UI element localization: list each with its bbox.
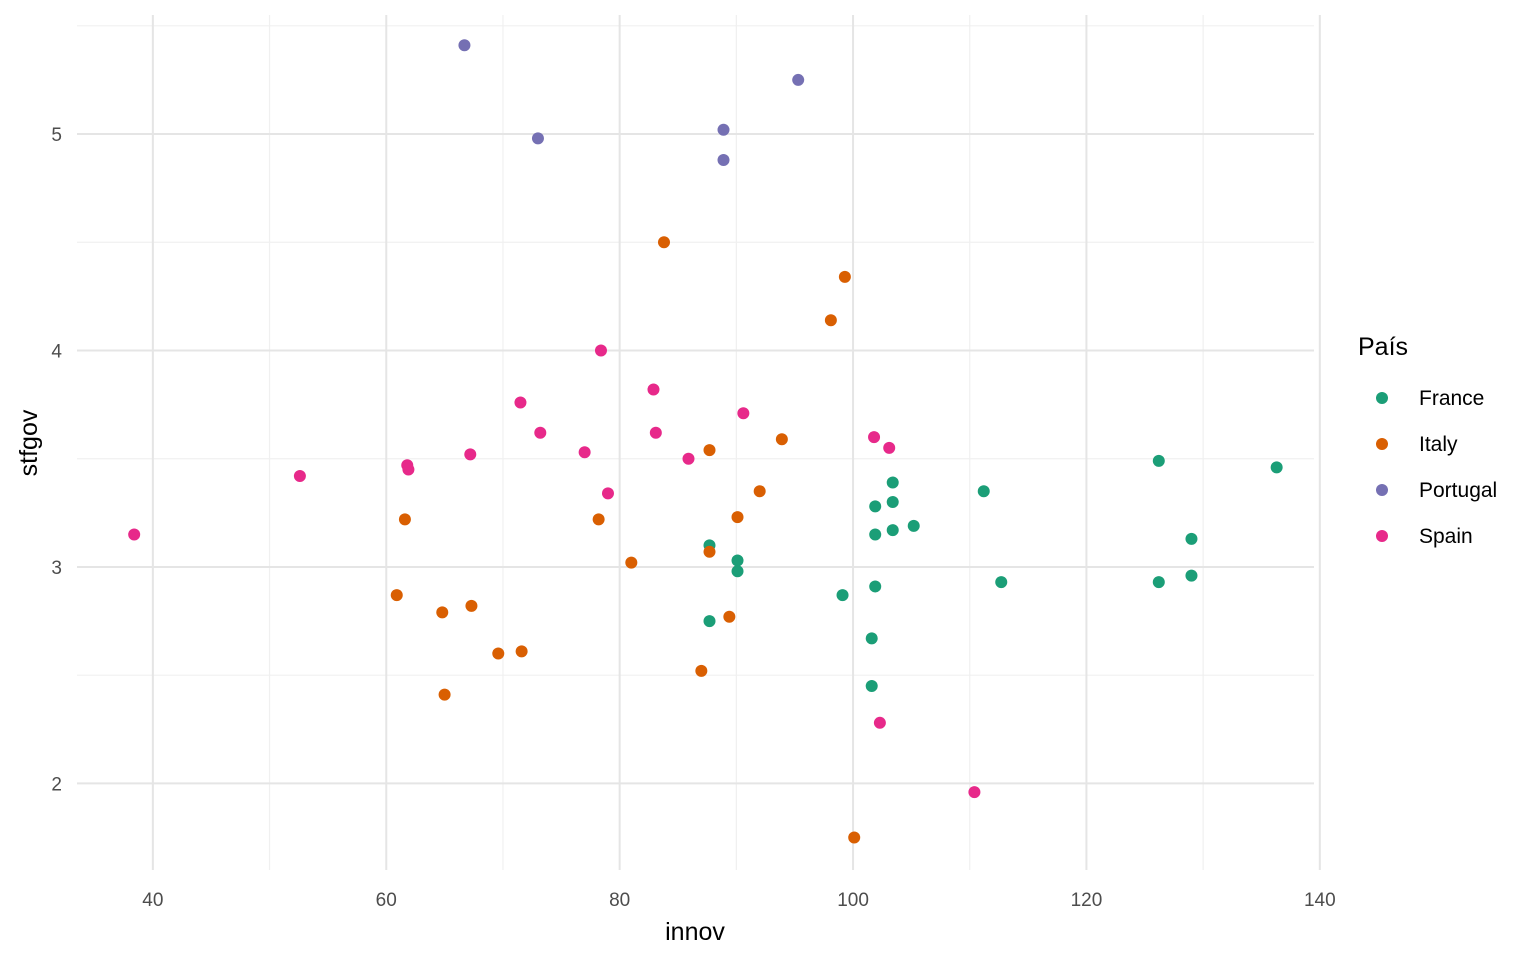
point-france (869, 528, 882, 541)
point-spain (594, 344, 607, 357)
point-france (731, 565, 744, 578)
point-spain (968, 786, 981, 799)
point-france (869, 580, 882, 593)
y-axis-tick-labels: 2 3 4 5 (51, 125, 62, 795)
point-france (865, 632, 878, 645)
point-spain (873, 716, 886, 729)
y-tick-label: 3 (51, 558, 62, 579)
point-france (977, 485, 990, 498)
point-spain (293, 470, 306, 483)
y-axis-title: stfgov (15, 409, 43, 476)
point-italy (625, 556, 638, 569)
x-tick-label: 80 (609, 890, 630, 911)
point-spain (647, 383, 660, 396)
point-portugal (717, 154, 730, 167)
data-points (128, 39, 1283, 844)
point-italy (465, 599, 478, 612)
y-tick-label: 2 (51, 774, 62, 795)
point-italy (703, 545, 716, 558)
point-spain (578, 446, 591, 459)
point-portugal (717, 123, 730, 136)
legend-key-spain (1376, 530, 1388, 542)
point-spain (737, 407, 750, 420)
point-italy (592, 513, 605, 526)
point-italy (723, 610, 736, 623)
minor-gridlines (77, 15, 1314, 870)
legend: País France Italy Portugal Spain (1358, 333, 1497, 548)
point-france (1270, 461, 1283, 474)
point-france (865, 680, 878, 693)
legend-label-portugal: Portugal (1419, 479, 1497, 502)
point-italy (731, 511, 744, 524)
y-tick-label: 5 (51, 125, 62, 146)
point-france (886, 476, 899, 489)
point-italy (438, 688, 451, 701)
y-tick-label: 4 (51, 342, 62, 363)
point-france (886, 524, 899, 537)
point-italy (824, 314, 837, 327)
x-tick-label: 100 (837, 890, 869, 911)
point-spain (464, 448, 477, 461)
point-france (907, 519, 920, 532)
point-france (731, 554, 744, 567)
point-spain (649, 426, 662, 439)
point-italy (390, 589, 403, 602)
point-france (1185, 569, 1198, 582)
legend-key-france (1376, 392, 1388, 404)
point-france (995, 576, 1008, 589)
point-italy (703, 444, 716, 457)
legend-label-spain: Spain (1419, 525, 1473, 548)
x-tick-label: 60 (376, 890, 397, 911)
point-italy (515, 645, 528, 658)
legend-key-portugal (1376, 484, 1388, 496)
point-france (1152, 454, 1165, 467)
point-spain (682, 452, 695, 465)
point-italy (695, 664, 708, 677)
point-france (1185, 532, 1198, 545)
point-spain (534, 426, 547, 439)
point-portugal (531, 132, 544, 145)
point-italy (775, 433, 788, 446)
point-italy (657, 236, 670, 249)
x-tick-label: 120 (1071, 890, 1103, 911)
legend-label-italy: Italy (1419, 433, 1458, 456)
point-italy (848, 831, 861, 844)
x-tick-label: 140 (1304, 890, 1336, 911)
point-spain (514, 396, 527, 409)
x-axis-tick-labels: 40 60 80 100 120 140 (142, 890, 1335, 911)
legend-items: France Italy Portugal Spain (1376, 387, 1497, 548)
point-france (886, 496, 899, 509)
legend-title: País (1358, 333, 1408, 361)
point-spain (883, 441, 896, 454)
point-portugal (458, 39, 471, 52)
x-axis-title: innov (665, 918, 725, 946)
point-italy (398, 513, 411, 526)
x-tick-label: 40 (142, 890, 163, 911)
point-italy (492, 647, 505, 660)
point-spain (601, 487, 614, 500)
point-portugal (792, 73, 805, 86)
point-italy (753, 485, 766, 498)
major-gridlines (77, 15, 1321, 870)
point-italy (436, 606, 449, 619)
point-spain (402, 463, 415, 476)
legend-label-france: France (1419, 387, 1484, 410)
point-france (1152, 576, 1165, 589)
point-france (869, 500, 882, 513)
point-france (836, 589, 849, 602)
legend-key-italy (1376, 438, 1388, 450)
point-spain (868, 431, 881, 444)
point-france (703, 615, 716, 628)
point-spain (128, 528, 141, 541)
point-italy (838, 270, 851, 283)
